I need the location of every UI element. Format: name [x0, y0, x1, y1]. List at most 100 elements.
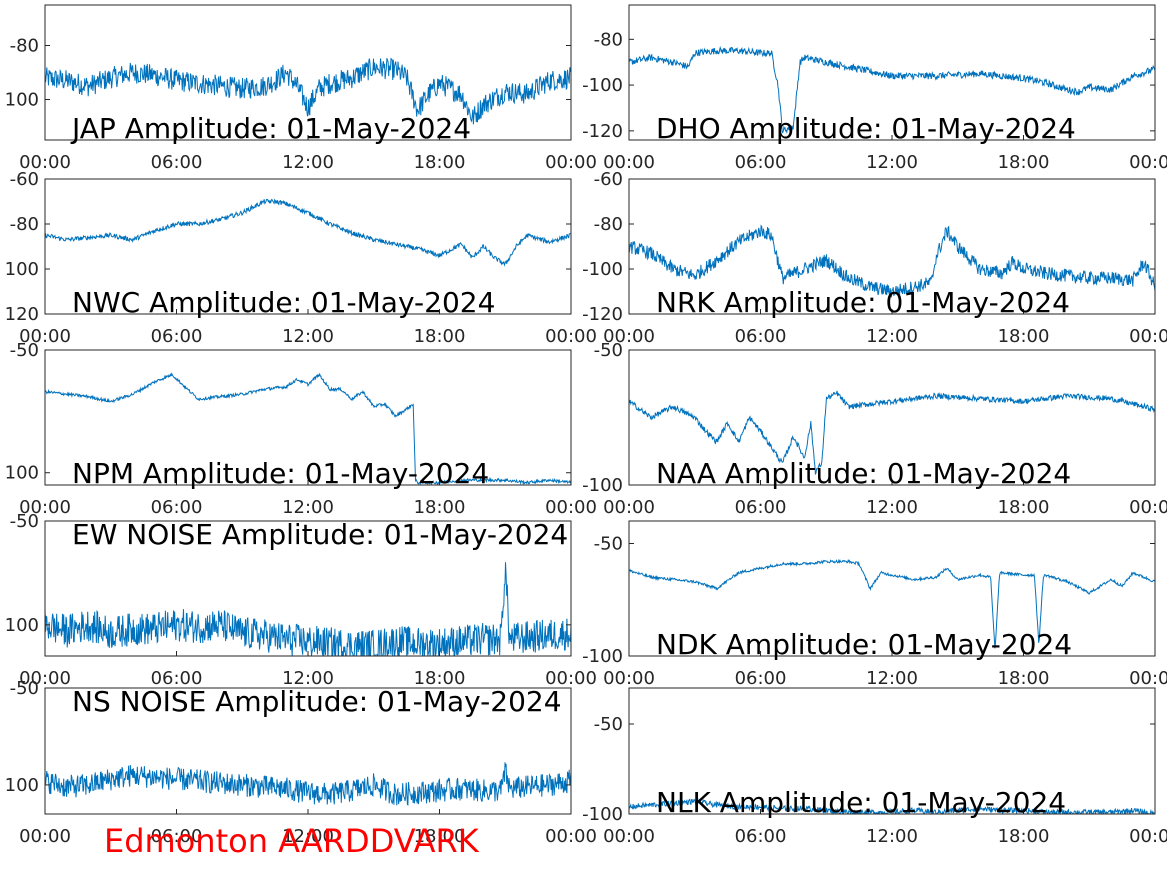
x-tick-label: 18:00 [998, 497, 1050, 518]
y-tick-label: -100 [582, 75, 623, 96]
y-tick-label: 100 [5, 615, 39, 636]
x-tick-label: 06:00 [735, 668, 787, 689]
series-line-ns-noise [45, 762, 571, 806]
chart-title: JAP Amplitude: 01-May-2024 [70, 112, 471, 145]
x-tick-label: 18:00 [998, 326, 1050, 347]
y-tick-label: -80 [594, 214, 623, 235]
y-tick-label: -60 [10, 169, 39, 190]
x-tick-label: 12:00 [282, 826, 334, 847]
x-tick-label: 06:00 [151, 152, 203, 173]
x-tick-label: 06:00 [151, 497, 203, 518]
series-line-ew-noise [45, 562, 571, 656]
panel-ns-noise: -50 100 00:00 06:00 12:00 18:00 00:00 NS NOISE … [5, 678, 597, 847]
x-tick-label: 00:00 [1129, 826, 1167, 847]
y-tick-label: 120 [5, 304, 39, 325]
chart-title: DHO Amplitude: 01-May-2024 [656, 112, 1076, 145]
y-tick-label: -100 [582, 475, 623, 496]
x-tick-label: 00:00 [1129, 668, 1167, 689]
y-tick-label: 100 [5, 90, 39, 111]
x-tick-label: 12:00 [866, 152, 918, 173]
series-line-jap [45, 57, 571, 125]
x-tick-label: 06:00 [735, 826, 787, 847]
x-tick-label: 06:00 [735, 497, 787, 518]
x-tick-label: 18:00 [414, 826, 466, 847]
y-tick-label: 100 [5, 463, 39, 484]
chart-title: NRK Amplitude: 01-May-2024 [656, 286, 1070, 319]
x-tick-label: 18:00 [998, 668, 1050, 689]
series-line-ndk [629, 558, 1155, 649]
x-tick-label: 00:00 [19, 826, 71, 847]
x-tick-label: 18:00 [414, 152, 466, 173]
chart-title: NAA Amplitude: 01-May-2024 [656, 457, 1071, 490]
x-tick-label: 00:00 [603, 668, 655, 689]
y-tick-label: -60 [594, 169, 623, 190]
y-tick-label: -50 [10, 678, 39, 699]
x-tick-label: 06:00 [735, 326, 787, 347]
x-tick-label: 00:00 [1129, 326, 1167, 347]
x-tick-label: 18:00 [998, 826, 1050, 847]
x-tick-label: 12:00 [282, 497, 334, 518]
panel-ew-noise: -50 100 00:00 06:00 12:00 18:00 00:00 EW NOISE … [5, 511, 597, 689]
x-tick-label: 00:00 [545, 826, 597, 847]
y-tick-label: -80 [594, 29, 623, 50]
y-tick-label: -120 [582, 304, 623, 325]
x-tick-label: 00:00 [603, 826, 655, 847]
chart-title: EW NOISE Amplitude: 01-May-2024 [72, 518, 568, 551]
x-tick-label: 06:00 [151, 668, 203, 689]
x-tick-label: 00:00 [603, 326, 655, 347]
x-tick-label: 06:00 [151, 326, 203, 347]
y-tick-label: 100 [5, 259, 39, 280]
panel-jap: -80 100 00:00 06:00 12:00 18:00 00:00 JAP Ampli… [5, 4, 597, 173]
x-tick-label: 00:00 [603, 152, 655, 173]
series-line-naa [629, 390, 1155, 476]
panel-nrk: -60-80-100-12000:0006:0012:0018:0000:00N… [582, 169, 1167, 347]
y-tick-label: -120 [582, 121, 623, 142]
series-line-nrk [629, 224, 1155, 298]
y-tick-label: -50 [594, 714, 623, 735]
y-tick-label: -50 [594, 340, 623, 361]
x-tick-label: 18:00 [414, 497, 466, 518]
chart-title: NLK Amplitude: 01-May-2024 [656, 786, 1066, 819]
y-tick-label: -100 [582, 804, 623, 825]
x-tick-label: 00:00 [1129, 152, 1167, 173]
x-tick-label: 00:00 [19, 326, 71, 347]
y-tick-label: -100 [582, 259, 623, 280]
x-tick-label: 00:00 [19, 497, 71, 518]
x-tick-label: 00:00 [19, 152, 71, 173]
x-tick-label: 00:00 [545, 326, 597, 347]
x-tick-label: 12:00 [282, 668, 334, 689]
y-tick-label: -100 [582, 646, 623, 667]
x-tick-label: 12:00 [282, 152, 334, 173]
station-label: Edmonton AARDDVARK [104, 822, 479, 860]
y-tick-label: -50 [594, 534, 623, 555]
x-tick-label: 00:00 [1129, 497, 1167, 518]
chart-title: NPM Amplitude: 01-May-2024 [72, 457, 489, 490]
series-line-nwc [45, 198, 571, 267]
x-tick-label: 18:00 [998, 152, 1050, 173]
x-tick-label: 12:00 [866, 826, 918, 847]
chart-title: NS NOISE Amplitude: 01-May-2024 [72, 685, 562, 718]
x-tick-label: 12:00 [866, 668, 918, 689]
panel-dho: -80-100-12000:0006:0012:0018:0000:00DHO … [582, 4, 1167, 173]
x-tick-label: 00:00 [545, 668, 597, 689]
y-tick-label: 100 [5, 775, 39, 796]
chart-title: NWC Amplitude: 01-May-2024 [72, 286, 495, 319]
x-tick-label: 00:00 [545, 497, 597, 518]
x-tick-label: 12:00 [282, 326, 334, 347]
y-tick-label: -80 [10, 36, 39, 57]
series-line-dho [629, 45, 1155, 135]
x-tick-label: 00:00 [603, 497, 655, 518]
x-tick-label: 00:00 [19, 668, 71, 689]
x-tick-label: 06:00 [735, 152, 787, 173]
x-tick-label: 06:00 [151, 826, 203, 847]
y-tick-label: -50 [10, 511, 39, 532]
chart-title: NDK Amplitude: 01-May-2024 [656, 628, 1072, 661]
y-tick-label: -50 [10, 340, 39, 361]
y-tick-label: -80 [10, 214, 39, 235]
